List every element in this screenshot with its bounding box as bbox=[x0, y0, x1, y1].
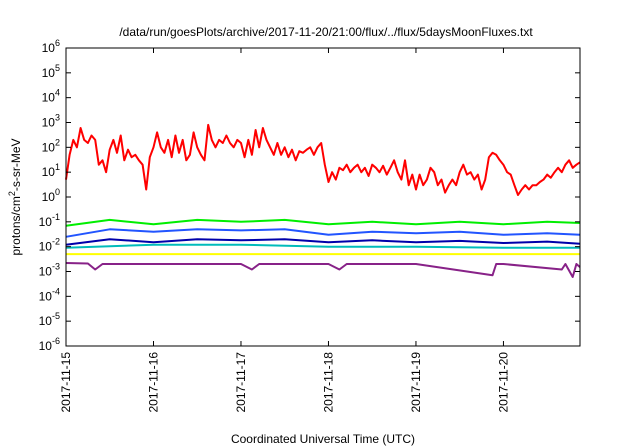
x-tick-label: 2017-11-16 bbox=[146, 352, 160, 413]
y-tick-label: 10-1 bbox=[39, 212, 60, 229]
y-tick-label: 10-2 bbox=[39, 237, 60, 254]
x-tick-label: 2017-11-15 bbox=[59, 352, 73, 413]
y-axis-label: protons/cm2-s-sr-MeV bbox=[7, 138, 23, 255]
x-axis-label: Coordinated Universal Time (UTC) bbox=[231, 432, 415, 446]
y-tick-label: 10-6 bbox=[39, 336, 60, 353]
series-line-6 bbox=[65, 262, 581, 278]
y-tick-label: 105 bbox=[42, 63, 60, 80]
y-tick-label: 10-5 bbox=[39, 311, 60, 328]
chart-title: /data/run/goesPlots/archive/2017-11-20/2… bbox=[119, 25, 533, 39]
series-line-4 bbox=[65, 238, 581, 246]
y-tick-label: 101 bbox=[42, 162, 60, 179]
y-tick-label: 102 bbox=[42, 137, 60, 154]
y-tick-label: 106 bbox=[42, 38, 60, 55]
y-tick-label: 10-3 bbox=[39, 262, 60, 279]
plot-frame bbox=[65, 47, 581, 347]
y-tick-label: 10-4 bbox=[39, 286, 60, 303]
tick-layer: 10-6 10-5 10-4 10-3 10-2 10-1 100 101 102 103 104 1… bbox=[39, 38, 580, 413]
series-line-0 bbox=[65, 123, 581, 196]
series-layer bbox=[65, 123, 581, 278]
series-line-3 bbox=[65, 243, 580, 249]
x-tick-label: 2017-11-20 bbox=[496, 352, 510, 413]
x-tick-label: 2017-11-17 bbox=[234, 352, 248, 413]
y-tick-label: 104 bbox=[42, 88, 60, 105]
x-tick-label: 2017-11-18 bbox=[321, 352, 335, 413]
x-tick-label: 2017-11-19 bbox=[409, 352, 423, 413]
series-line-2 bbox=[65, 228, 581, 238]
series-line-1 bbox=[65, 218, 581, 227]
y-tick-label: 100 bbox=[42, 187, 60, 204]
y-tick-label: 103 bbox=[42, 113, 60, 130]
